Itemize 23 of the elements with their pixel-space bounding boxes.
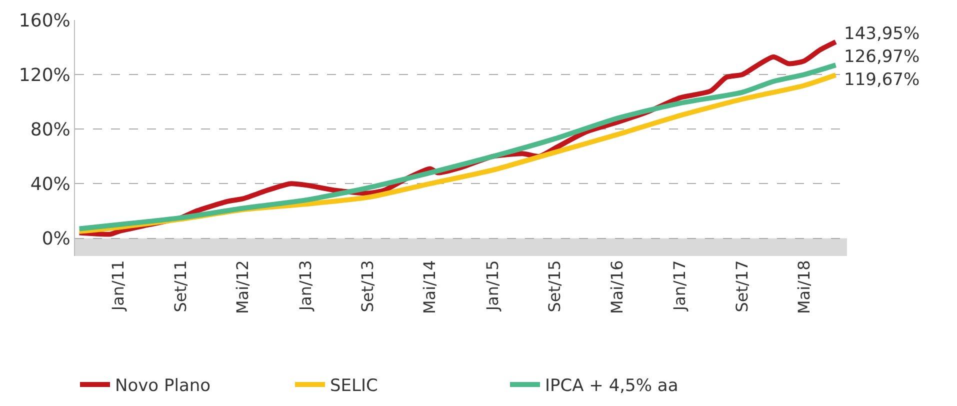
x-tick-label: Set/17	[732, 260, 752, 312]
y-tick-label: 40%	[30, 174, 70, 195]
annotation: 126,97%	[844, 47, 920, 67]
annotation: 119,67%	[844, 70, 920, 90]
y-tick-label: 80%	[30, 119, 70, 140]
annotation: 143,95%	[844, 24, 920, 44]
x-tick-label: Set/11	[170, 260, 190, 312]
x-tick-label: Mai/12	[233, 260, 252, 314]
x-tick-label: Mai/18	[794, 260, 814, 314]
legend-label: SELIC	[330, 376, 378, 396]
x-tick-label: Jan/11	[108, 260, 128, 312]
y-tick-label: 160%	[18, 10, 70, 32]
x-tick-label: Jan/17	[670, 260, 690, 312]
x-tick-label: Jan/13	[296, 260, 315, 312]
y-tick-label: 120%	[18, 64, 70, 86]
x-tick-label: Jan/15	[482, 260, 502, 312]
x-tick-label: Mai/14	[420, 260, 440, 314]
legend-label: IPCA + 4,5% aa	[545, 376, 678, 396]
x-tick-label: Set/15	[545, 260, 564, 312]
legend-label: Novo Plano	[115, 376, 211, 396]
y-tick-label: 0%	[42, 228, 70, 250]
x-tick-label: Mai/16	[607, 260, 626, 314]
x-tick-label: Set/13	[358, 260, 378, 312]
